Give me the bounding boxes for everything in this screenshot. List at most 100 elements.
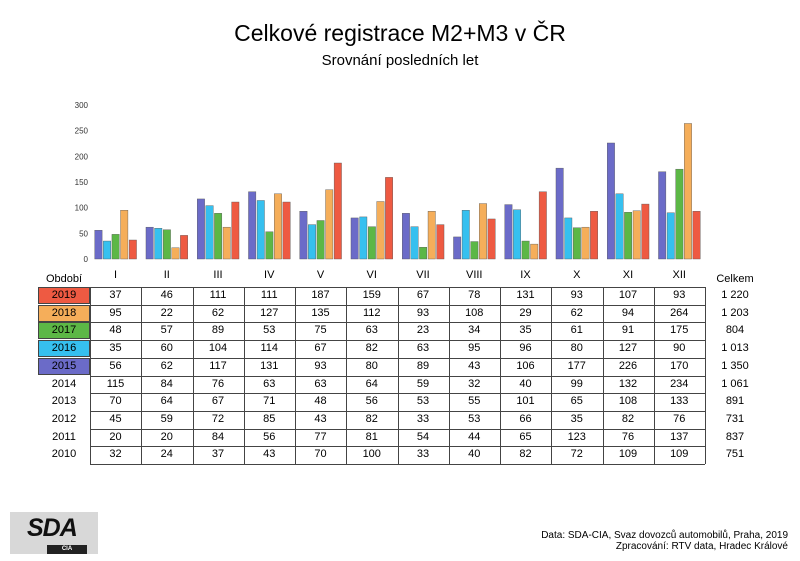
month-label: VII bbox=[416, 269, 430, 281]
bar-chart: 0 50 100 150 200 250 300 bbox=[75, 101, 701, 264]
bar-2015-V bbox=[299, 211, 308, 260]
table-grid-line bbox=[90, 464, 705, 465]
bar-2017-XII bbox=[675, 168, 684, 260]
table-cell: 71 bbox=[263, 395, 276, 408]
bar-2016-X bbox=[564, 217, 573, 260]
table-cell: 104 bbox=[208, 342, 228, 355]
table-grid-line bbox=[653, 287, 655, 464]
table-cell: 32 bbox=[109, 448, 122, 461]
y-tick-label: 0 bbox=[84, 255, 89, 264]
bar-2016-III bbox=[205, 205, 214, 260]
table-cell: 43 bbox=[314, 412, 327, 425]
bar-2019-VII bbox=[436, 224, 445, 260]
table-cell: 64 bbox=[160, 395, 173, 408]
table-cell: 62 bbox=[160, 359, 173, 372]
table-grid-line bbox=[141, 287, 143, 464]
bar-2016-VI bbox=[359, 216, 368, 260]
table-cell: 48 bbox=[109, 324, 122, 337]
table-cell: 108 bbox=[465, 306, 484, 319]
bar-2017-XI bbox=[624, 212, 633, 260]
table-cell: 115 bbox=[106, 377, 125, 390]
table-cell: 67 bbox=[416, 289, 430, 301]
table-cell: 32 bbox=[468, 377, 481, 390]
table-cell: 90 bbox=[673, 342, 686, 355]
table-cell: 82 bbox=[365, 412, 378, 425]
legend-swatch-2019 bbox=[38, 287, 90, 304]
table-cell: 99 bbox=[570, 377, 583, 390]
y-tick-label: 300 bbox=[75, 101, 89, 110]
table-cell: 82 bbox=[519, 448, 532, 461]
table-cell: 46 bbox=[160, 289, 173, 301]
table-grid-line bbox=[192, 287, 194, 464]
total-column-header: Celkem bbox=[716, 273, 754, 285]
bar-2019-VIII bbox=[487, 218, 496, 260]
bar-2015-VII bbox=[402, 213, 410, 260]
row-total: 1 013 bbox=[721, 342, 749, 355]
legend-swatch-2018 bbox=[38, 304, 90, 322]
bar-2015-IV bbox=[248, 191, 257, 260]
bar-2016-IX bbox=[513, 209, 521, 260]
bar-2018-VII bbox=[427, 211, 436, 260]
row-total: 731 bbox=[725, 412, 745, 425]
table-cell: 37 bbox=[109, 289, 122, 301]
table-cell: 89 bbox=[211, 324, 225, 337]
table-cell: 111 bbox=[260, 289, 278, 301]
bar-2018-III bbox=[222, 226, 231, 260]
table-cell: 35 bbox=[570, 412, 583, 425]
table-cell: 91 bbox=[621, 324, 635, 337]
table-cell: 65 bbox=[519, 430, 532, 443]
table-cell: 63 bbox=[263, 377, 276, 390]
table-cell: 135 bbox=[311, 306, 330, 319]
table-cell: 66 bbox=[519, 412, 532, 425]
bar-2019-IX bbox=[538, 191, 547, 260]
table-cell: 35 bbox=[519, 324, 532, 337]
table-cell: 106 bbox=[516, 359, 535, 372]
table-grid-line bbox=[243, 287, 245, 464]
bar-2018-XI bbox=[632, 210, 641, 260]
row-total: 1 350 bbox=[721, 359, 749, 372]
table-cell: 63 bbox=[365, 324, 378, 337]
table-grid-line bbox=[500, 287, 501, 464]
table-cell: 76 bbox=[621, 430, 635, 443]
table-grid-line bbox=[448, 287, 450, 464]
table-cell: 94 bbox=[621, 306, 635, 319]
bar-2017-IX bbox=[521, 240, 530, 260]
row-total: 1 220 bbox=[721, 289, 749, 301]
table-cell: 64 bbox=[365, 377, 378, 390]
bar-2018-IV bbox=[274, 193, 282, 260]
bar-2018-II bbox=[171, 247, 180, 260]
legend-swatch-2016 bbox=[38, 340, 90, 358]
table-cell: 75 bbox=[314, 324, 327, 337]
table-cell: 107 bbox=[618, 289, 638, 301]
table-cell: 20 bbox=[109, 430, 122, 443]
table-cell: 62 bbox=[211, 306, 225, 319]
bar-2016-VIII bbox=[461, 210, 470, 260]
table-grid-line bbox=[346, 287, 348, 464]
table-cell: 76 bbox=[211, 377, 225, 390]
table-cell: 48 bbox=[314, 395, 327, 408]
table-cell: 93 bbox=[673, 289, 686, 301]
table-cell: 29 bbox=[519, 306, 532, 319]
table-cell: 59 bbox=[416, 377, 430, 390]
table-cell: 22 bbox=[160, 306, 173, 319]
table-cell: 67 bbox=[314, 342, 327, 355]
row-total: 837 bbox=[725, 430, 745, 443]
table-cell: 67 bbox=[211, 395, 225, 408]
source-note: Data: SDA-CIA, Svaz dovozců automobilů, … bbox=[541, 530, 788, 541]
table-cell: 43 bbox=[263, 448, 276, 461]
table-cell: 53 bbox=[263, 324, 276, 337]
table-cell: 108 bbox=[618, 395, 638, 408]
table-cell: 54 bbox=[416, 430, 430, 443]
table-cell: 187 bbox=[311, 289, 330, 301]
table-cell: 159 bbox=[362, 289, 381, 301]
row-year-label: 2012 bbox=[51, 412, 77, 425]
table-cell: 264 bbox=[670, 306, 689, 319]
table-cell: 33 bbox=[416, 448, 430, 461]
table-cell: 111 bbox=[209, 289, 227, 301]
bar-2016-I bbox=[103, 240, 111, 260]
table-cell: 20 bbox=[160, 430, 173, 443]
table-cell: 82 bbox=[365, 342, 378, 355]
table-cell: 60 bbox=[160, 342, 173, 355]
bar-2016-V bbox=[308, 224, 316, 260]
table-cell: 70 bbox=[314, 448, 327, 461]
